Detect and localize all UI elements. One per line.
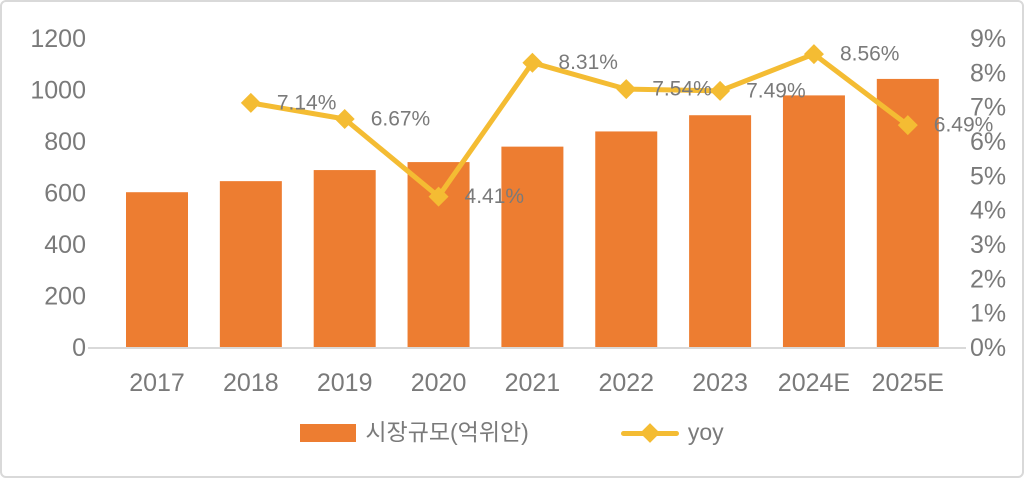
left-axis-tick-label: 200	[44, 283, 86, 311]
yoy-point-marker	[897, 115, 918, 136]
yoy-data-label: 7.54%	[652, 78, 712, 101]
bar-legend-swatch	[300, 423, 357, 442]
x-axis-category-label: 2021	[505, 369, 561, 397]
right-axis-tick-label: 4%	[970, 197, 1006, 225]
legend-item-yoy: yoy	[620, 419, 724, 445]
yoy-data-label: 8.31%	[558, 51, 618, 74]
x-axis-category-label: 2024E	[778, 369, 850, 397]
bar	[782, 95, 845, 348]
legend-item-market-size: 시장규모(억위안)	[300, 419, 529, 445]
right-axis-tick-label: 8%	[970, 59, 1006, 87]
left-axis-tick-label: 1000	[30, 77, 86, 105]
bar	[689, 115, 752, 348]
yoy-data-label: 4.41%	[465, 185, 525, 208]
yoy-point-marker	[616, 79, 637, 100]
yoy-data-label: 6.49%	[934, 114, 994, 137]
yoy-point-marker	[522, 52, 543, 73]
legend: 시장규모(억위안) yoy	[2, 421, 1022, 444]
yoy-data-label: 7.14%	[277, 91, 337, 114]
yoy-line	[248, 51, 911, 200]
yoy-point-marker	[803, 44, 824, 65]
right-axis-tick-label: 2%	[970, 265, 1006, 293]
yoy-data-label: 6.67%	[371, 107, 431, 130]
legend-label-yoy: yoy	[687, 419, 724, 445]
left-axis-tick-label: 600	[44, 180, 86, 208]
bar	[313, 170, 376, 348]
left-axis-tick-label: 800	[44, 128, 86, 156]
x-axis-category-label: 2019	[317, 369, 373, 397]
left-axis-tick-label: 0	[72, 334, 86, 362]
bar	[595, 131, 658, 348]
yoy-point-marker	[428, 186, 449, 207]
right-axis-tick-label: 7%	[970, 94, 1006, 122]
x-axis-category-label: 2018	[223, 369, 279, 397]
left-axis-tick-label: 1200	[30, 25, 86, 53]
x-axis-category-label: 2025E	[872, 369, 944, 397]
diamond-marker-icon	[639, 422, 660, 443]
right-axis-tick-label: 9%	[970, 25, 1006, 53]
x-axis-category-label: 2022	[598, 369, 654, 397]
yoy-point-marker	[240, 92, 261, 113]
legend-label-market-size: 시장규모(억위안)	[365, 419, 529, 445]
line-legend-swatch	[620, 422, 679, 443]
right-axis-tick-label: 5%	[970, 162, 1006, 190]
yoy-point-marker	[334, 108, 355, 129]
bar	[126, 192, 188, 348]
x-axis-category-label: 2023	[692, 369, 748, 397]
bar	[219, 181, 282, 348]
x-axis-category-label: 2017	[129, 369, 185, 397]
bar	[501, 146, 564, 348]
left-axis-tick-label: 400	[44, 231, 86, 259]
right-axis-tick-label: 1%	[970, 300, 1006, 328]
right-axis-tick-label: 0%	[970, 334, 1006, 362]
x-axis-category-label: 2020	[411, 369, 467, 397]
yoy-data-label: 8.56%	[840, 43, 900, 66]
right-axis-tick-label: 3%	[970, 231, 1006, 259]
yoy-data-label: 7.49%	[746, 79, 806, 102]
yoy-point-marker	[710, 80, 731, 101]
right-axis-tick-label: 6%	[970, 128, 1006, 156]
